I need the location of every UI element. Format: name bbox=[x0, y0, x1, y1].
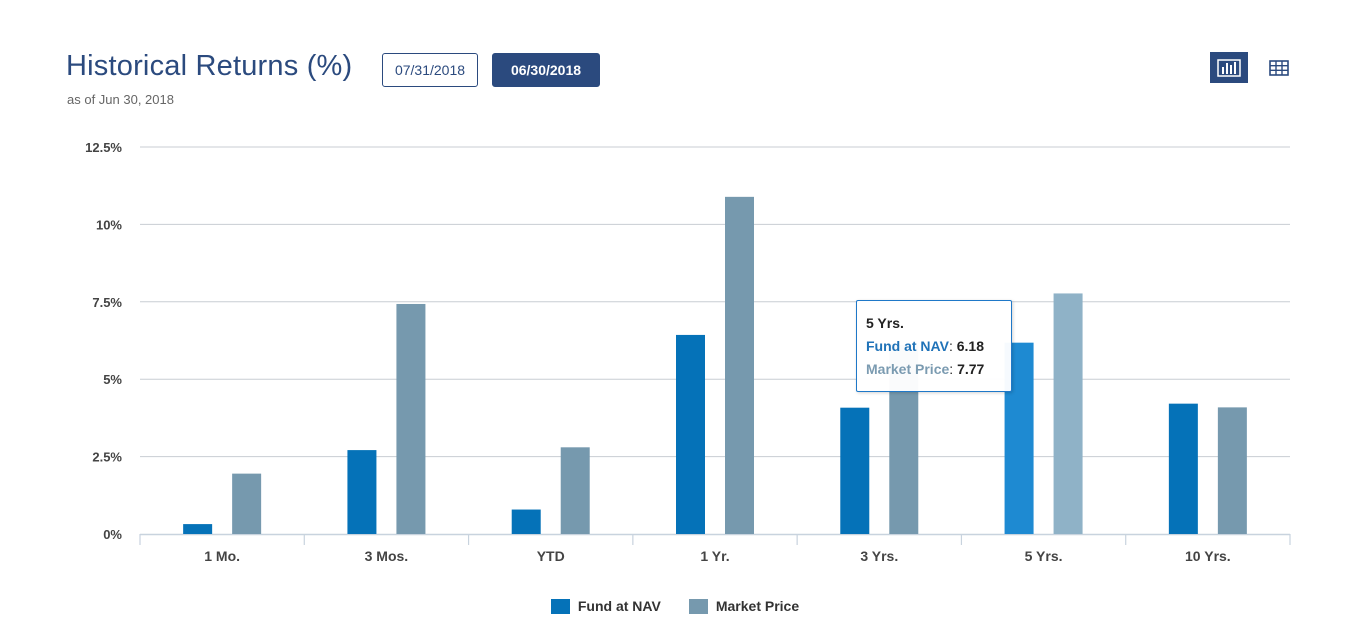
tooltip-title: 5 Yrs. bbox=[866, 315, 904, 331]
table-grid-icon bbox=[1269, 59, 1289, 76]
x-tick-label: YTD bbox=[537, 548, 565, 564]
y-tick-label: 2.5% bbox=[92, 450, 122, 465]
legend-label-nav: Fund at NAV bbox=[577, 598, 661, 614]
y-tick-label: 5% bbox=[103, 372, 122, 387]
y-tick-label: 12.5% bbox=[85, 140, 122, 155]
date-button-07-31-2018[interactable]: 07/31/2018 bbox=[382, 53, 478, 87]
y-tick-label: 0% bbox=[103, 527, 122, 542]
y-tick-label: 7.5% bbox=[92, 295, 122, 310]
bar-fund-at-nav bbox=[183, 524, 213, 534]
as-of-date: as of Jun 30, 2018 bbox=[67, 92, 174, 107]
bar-fund-at-nav bbox=[676, 334, 705, 534]
x-tick-label: 1 Mo. bbox=[204, 548, 240, 564]
x-tick-label: 3 Yrs. bbox=[860, 548, 898, 564]
legend-item-market-price[interactable]: Market Price bbox=[688, 598, 800, 614]
chart-tooltip: 5 Yrs. Fund at NAV: 6.18 Market Price: 7… bbox=[856, 300, 1012, 392]
legend-swatch-market bbox=[688, 598, 708, 614]
bar-fund-at-nav bbox=[347, 450, 377, 534]
y-tick-label: 10% bbox=[96, 217, 122, 232]
legend-label-market: Market Price bbox=[715, 598, 800, 614]
chart-legend: Fund at NAV Market Price bbox=[0, 598, 1350, 614]
bar-market-price bbox=[232, 473, 262, 534]
bar-fund-at-nav bbox=[1168, 403, 1198, 534]
bar-market-price bbox=[1053, 293, 1083, 534]
bar-fund-at-nav bbox=[840, 407, 870, 534]
bar-market-price bbox=[560, 447, 590, 534]
date-button-06-30-2018[interactable]: 06/30/2018 bbox=[492, 53, 600, 87]
bar-market-price bbox=[1217, 407, 1247, 534]
x-tick-label: 1 Yr. bbox=[700, 548, 729, 564]
tooltip-nav-value: 6.18 bbox=[956, 338, 984, 354]
tooltip-nav-label: Fund at NAV bbox=[866, 338, 949, 354]
bar-market-price bbox=[725, 196, 754, 535]
x-tick-label: 10 Yrs. bbox=[1185, 548, 1231, 564]
legend-item-fund-at-nav[interactable]: Fund at NAV bbox=[550, 598, 661, 614]
legend-swatch-nav bbox=[550, 598, 570, 614]
tooltip-market-label: Market Price bbox=[866, 361, 950, 377]
chart-view-button[interactable] bbox=[1210, 52, 1248, 83]
table-view-button[interactable] bbox=[1260, 52, 1298, 83]
x-tick-label: 3 Mos. bbox=[365, 548, 409, 564]
bar-market-price bbox=[396, 303, 426, 534]
page-title: Historical Returns (%) bbox=[66, 50, 353, 82]
tooltip-market-value: 7.77 bbox=[957, 361, 985, 377]
bar-chart-icon bbox=[1217, 58, 1241, 77]
bar-fund-at-nav bbox=[511, 509, 541, 534]
x-tick-label: 5 Yrs. bbox=[1025, 548, 1063, 564]
